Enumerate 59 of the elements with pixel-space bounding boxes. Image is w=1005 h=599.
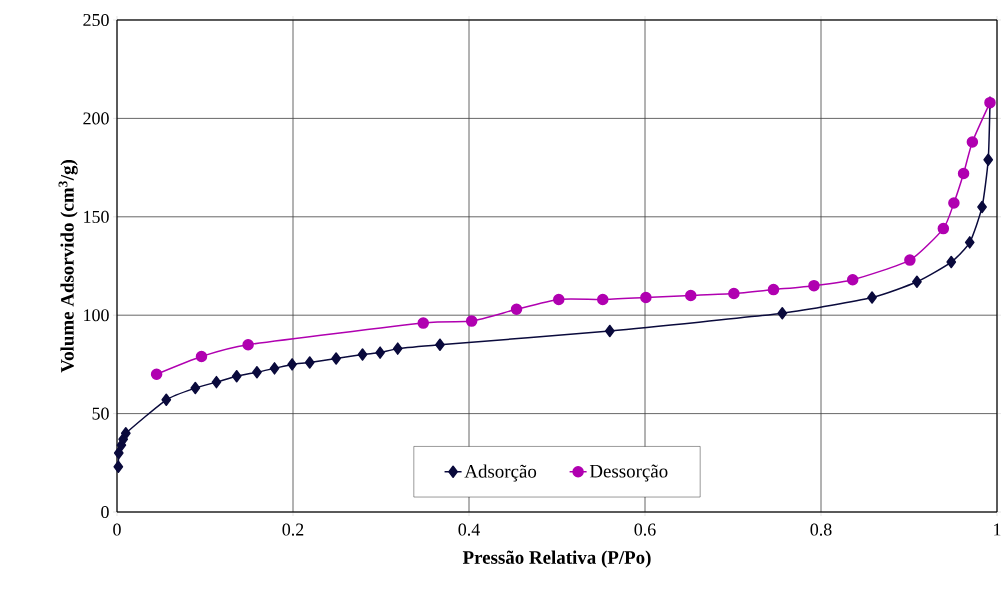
point — [767, 283, 780, 296]
point — [392, 342, 403, 355]
x-tick-label: 1 — [994, 523, 1001, 536]
point — [604, 324, 615, 338]
point — [937, 222, 950, 235]
y-tick-label: 150 — [84, 210, 109, 223]
point — [904, 254, 916, 266]
point — [510, 303, 523, 316]
point — [435, 338, 445, 351]
point — [465, 315, 478, 327]
y-tick-label: 200 — [83, 112, 109, 125]
y-tick-label: 100 — [84, 309, 109, 322]
point — [777, 306, 788, 320]
legend-label: Dessorção — [589, 464, 668, 482]
point — [912, 275, 922, 288]
x-axis-title: Pressão Relativa (P/Po) — [462, 550, 651, 568]
point — [728, 287, 740, 300]
point — [640, 291, 652, 304]
point — [120, 427, 131, 440]
x-tick-label: 0.6 — [634, 523, 656, 536]
point — [195, 350, 208, 363]
point — [113, 460, 124, 473]
point — [983, 153, 994, 166]
point — [190, 381, 201, 395]
point — [331, 352, 341, 365]
point — [966, 136, 979, 148]
y-tick-label: 250 — [83, 13, 109, 27]
point — [946, 255, 957, 269]
point — [231, 369, 242, 383]
point — [597, 293, 609, 306]
point — [269, 362, 280, 375]
point — [242, 338, 254, 351]
point — [375, 346, 385, 359]
x-tick-label: 0 — [113, 523, 121, 536]
point — [417, 317, 429, 329]
x-tick-label: 0.8 — [810, 523, 832, 536]
point — [846, 274, 859, 286]
point — [211, 375, 222, 389]
point — [150, 368, 163, 380]
point — [685, 289, 697, 302]
point — [252, 366, 262, 379]
y-axis-title: Volume Adsorvido (cm$^{3}$/g) — [58, 160, 78, 373]
point — [808, 279, 820, 292]
point — [113, 446, 124, 460]
point — [161, 393, 172, 407]
point — [948, 197, 960, 209]
x-tick-label: 0.4 — [458, 523, 480, 536]
point — [867, 291, 877, 304]
point — [964, 236, 975, 249]
point — [977, 200, 987, 214]
point — [553, 293, 565, 306]
x-tick-label: 0.2 — [282, 523, 304, 536]
point — [357, 348, 368, 361]
point — [304, 356, 315, 369]
point — [287, 358, 297, 371]
y-tick-label: 50 — [92, 407, 109, 420]
point — [957, 167, 970, 180]
legend-label: Adsorção — [464, 464, 537, 482]
y-tick-label: 0 — [101, 505, 109, 519]
